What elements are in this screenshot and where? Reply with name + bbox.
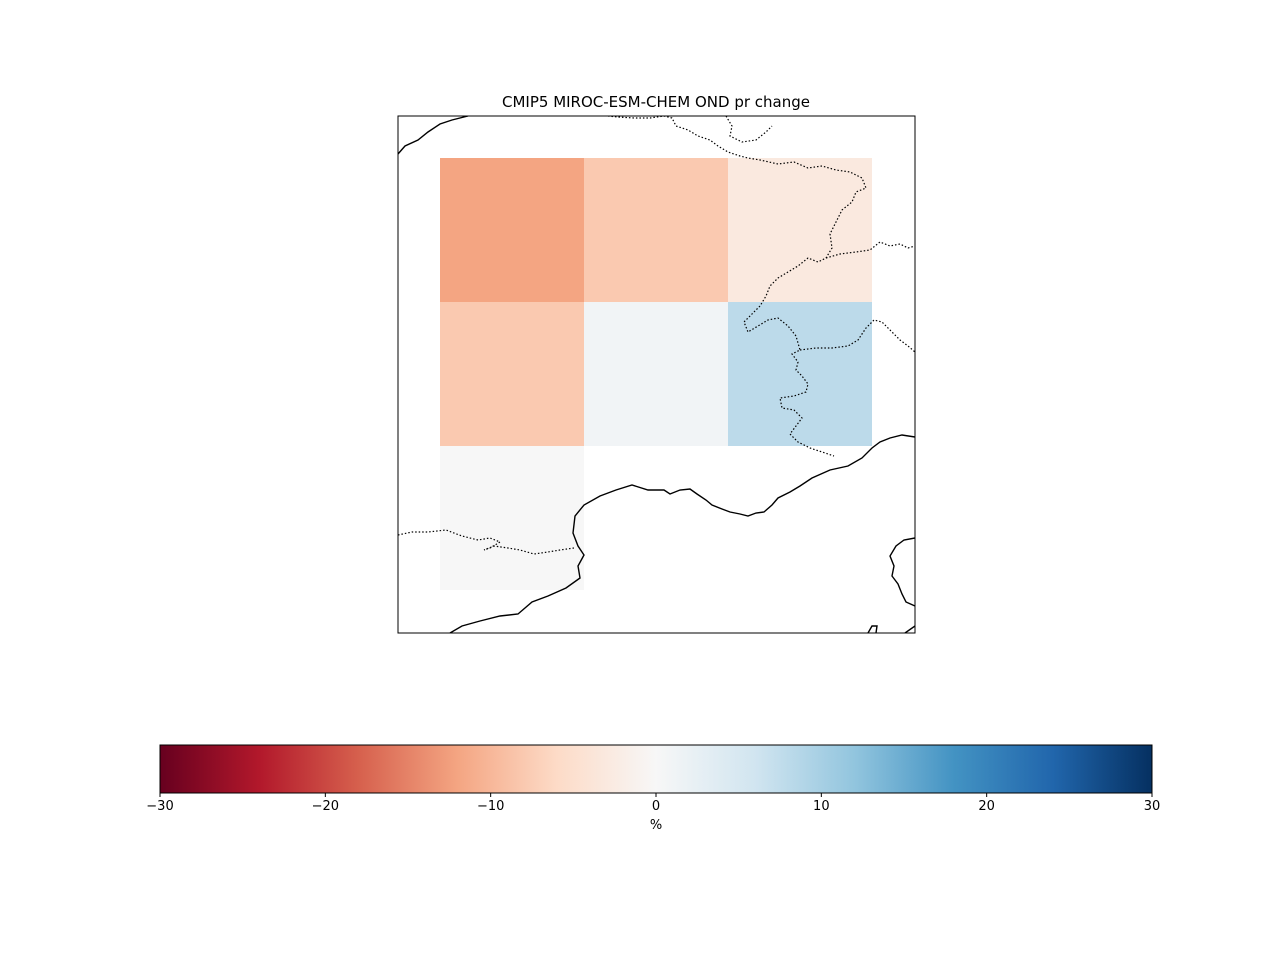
colorbar-tick-label: 20	[978, 799, 995, 814]
colorbar-tick-label: −20	[312, 799, 339, 814]
map-lines	[398, 116, 915, 633]
coastline-sardinia-tip	[867, 625, 878, 633]
coastline-biscay-gulf-of-lion	[449, 434, 915, 633]
border-spain-france	[398, 529, 575, 555]
grid-cell	[728, 158, 872, 302]
coastline-italy-edge	[904, 625, 915, 633]
grid-cell	[440, 302, 584, 446]
colorbar-tick-label: −10	[477, 799, 504, 814]
colorbar-tick-label: −30	[146, 799, 173, 814]
border-switzerland	[825, 241, 915, 259]
map-frame	[397, 115, 916, 634]
map-title: CMIP5 MIROC-ESM-CHEM OND pr change	[502, 93, 810, 111]
border-france-switzerland-italy	[743, 305, 835, 457]
colorbar-label: %	[650, 818, 662, 833]
grid-cell	[440, 158, 584, 302]
colorbar-tick-label: 10	[813, 799, 830, 814]
colorbar-gradient	[159, 744, 1153, 794]
coastline-corsica	[889, 537, 915, 607]
grid-cell	[440, 446, 584, 590]
colorbar-ticks: −30 −20 −10 0 10 20 30	[146, 793, 1160, 814]
border-luxembourg	[725, 116, 773, 143]
border-switzerland-italy	[799, 319, 915, 353]
map-axes	[397, 115, 916, 634]
colorbar-tick-label: 0	[652, 799, 660, 814]
grid-cell	[584, 158, 728, 302]
colorbar: −30 −20 −10 0 10 20 30 %	[146, 744, 1160, 833]
grid-cell	[584, 302, 728, 446]
coastline-channel	[398, 116, 469, 155]
grid-cell	[728, 302, 872, 446]
colorbar-tick-label: 30	[1144, 799, 1161, 814]
grid-cells	[440, 158, 872, 590]
